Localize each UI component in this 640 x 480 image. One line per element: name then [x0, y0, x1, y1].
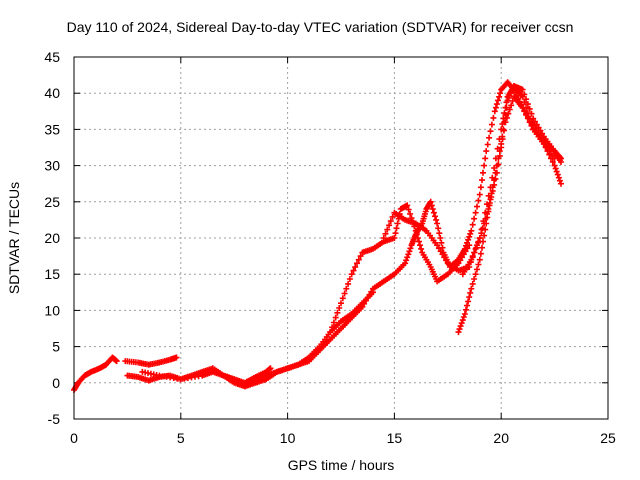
y-tick-label: 20 [44, 230, 60, 246]
series-arc-6 [327, 289, 376, 336]
plot-frame [73, 56, 609, 420]
y-tick-label: 25 [44, 194, 60, 210]
series-arc-5 [220, 79, 564, 390]
chart-title: Day 110 of 2024, Sidereal Day-to-day VTE… [66, 19, 574, 35]
plus-markers [220, 79, 564, 390]
y-tick-label: 45 [44, 49, 60, 65]
x-axis-label: GPS time / hours [287, 457, 395, 473]
x-tick-label: 0 [70, 430, 78, 446]
data-points [71, 79, 564, 393]
series-arc-1 [71, 354, 120, 393]
y-tick-label: 30 [44, 158, 60, 174]
x-tick-label: 5 [177, 430, 185, 446]
series-arc-2 [122, 354, 180, 368]
y-tick-label: 40 [44, 85, 60, 101]
x-tick-label: 15 [387, 430, 403, 446]
y-tick-label: 35 [44, 121, 60, 137]
series-arc-7 [380, 83, 564, 274]
y-tick-label: 0 [52, 375, 60, 391]
x-tick-label: 20 [493, 430, 509, 446]
x-tick-label: 25 [600, 430, 616, 446]
x-tick-label: 10 [280, 430, 296, 446]
plus-markers [459, 93, 558, 278]
y-tick-label: 10 [44, 302, 60, 318]
series-arc-8 [455, 83, 564, 336]
y-tick-label: -5 [48, 411, 61, 427]
y-tick-label: 5 [52, 339, 60, 355]
series-arc-9 [459, 93, 558, 278]
plus-markers [327, 289, 376, 336]
y-tick-label: 15 [44, 266, 60, 282]
y-axis-label: SDTVAR / TECUs [6, 181, 22, 295]
plus-markers [71, 354, 120, 393]
plus-markers [122, 354, 180, 368]
plus-markers [380, 83, 564, 274]
plus-markers [455, 83, 564, 336]
grid-lines [74, 57, 608, 419]
